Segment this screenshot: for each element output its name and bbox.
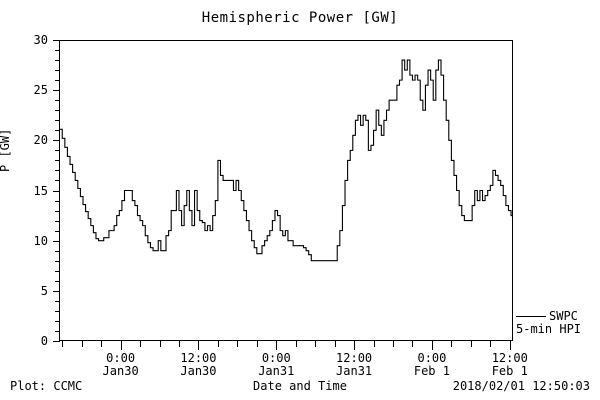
x-minor-tick-mark: [412, 341, 414, 347]
x-minor-tick-mark: [295, 341, 297, 347]
y-tick-label: 15: [33, 183, 48, 198]
y-minor-tick-mark: [55, 170, 60, 172]
x-minor-tick-mark: [217, 341, 219, 347]
x-minor-tick-mark: [470, 341, 472, 347]
y-minor-tick-mark: [55, 260, 60, 262]
x-minor-tick-mark: [101, 341, 103, 347]
x-tick-time: 12:00: [491, 351, 528, 365]
x-minor-tick-mark: [451, 341, 453, 347]
x-tick-label: 0:00 Jan30: [76, 352, 166, 378]
x-minor-tick-mark: [159, 341, 161, 347]
x-tick-mark: [120, 341, 122, 350]
y-minor-tick-mark: [55, 330, 60, 332]
y-tick-mark: [53, 290, 60, 292]
legend-entry-name: SWPC: [549, 309, 578, 323]
x-tick-mark: [354, 341, 356, 350]
y-minor-tick-mark: [55, 60, 60, 62]
y-minor-tick-mark: [55, 200, 60, 202]
y-tick-label: 10: [33, 233, 48, 248]
y-minor-tick-mark: [55, 270, 60, 272]
x-minor-tick-mark: [256, 341, 258, 347]
x-tick-date: Jan31: [336, 364, 373, 378]
x-tick-date: Feb 1: [491, 364, 528, 378]
x-tick-label: 12:00 Jan30: [153, 352, 243, 378]
x-minor-tick-mark: [490, 341, 492, 347]
x-tick-date: Jan30: [180, 364, 217, 378]
y-minor-tick-mark: [55, 100, 60, 102]
y-minor-tick-mark: [55, 300, 60, 302]
x-minor-tick-mark: [237, 341, 239, 347]
y-minor-tick-mark: [55, 250, 60, 252]
x-tick-date: Jan30: [102, 364, 139, 378]
x-tick-mark: [509, 341, 511, 350]
x-tick-label: 0:00 Jan31: [231, 352, 321, 378]
x-tick-time: 12:00: [180, 351, 217, 365]
y-minor-tick-mark: [55, 50, 60, 52]
legend-line-sample: [516, 316, 546, 317]
y-minor-tick-mark: [55, 320, 60, 322]
generation-timestamp: 2018/02/01 12:50:03: [452, 379, 590, 393]
y-tick-mark: [53, 341, 60, 342]
x-tick-label: 0:00 Feb 1: [387, 352, 477, 378]
legend-entry-sub: 5-min HPI: [516, 322, 582, 336]
chart-title: Hemispheric Power [GW]: [201, 10, 399, 26]
y-tick-mark: [53, 40, 60, 41]
x-minor-tick-mark: [140, 341, 142, 347]
plot-frame: [59, 40, 513, 341]
y-minor-tick-mark: [55, 280, 60, 282]
x-minor-tick-mark: [334, 341, 336, 347]
data-line-group: [59, 59, 513, 262]
x-minor-tick-mark: [373, 341, 375, 347]
y-tick-label: 25: [33, 83, 48, 98]
x-minor-tick-mark: [315, 341, 317, 347]
x-minor-tick-mark: [81, 341, 83, 347]
x-axis-label: Date and Time: [253, 379, 347, 393]
y-minor-tick-mark: [55, 220, 60, 222]
y-minor-tick-mark: [55, 310, 60, 312]
y-tick-label: 30: [33, 33, 48, 47]
x-minor-tick-mark: [393, 341, 394, 347]
y-tick-label: 20: [33, 133, 48, 148]
chart-plot-area: [59, 59, 513, 262]
y-minor-tick-mark: [55, 230, 60, 232]
x-tick-time: 0:00: [106, 351, 136, 365]
x-tick-mark: [431, 341, 433, 350]
y-minor-tick-mark: [55, 130, 60, 132]
y-minor-tick-mark: [55, 110, 60, 112]
x-tick-date: Jan31: [258, 364, 295, 378]
x-tick-label: 12:00 Feb 1: [465, 352, 555, 378]
x-tick-mark: [198, 341, 200, 350]
y-minor-tick-mark: [55, 160, 60, 162]
x-tick-mark: [276, 341, 278, 350]
y-minor-tick-mark: [55, 120, 60, 122]
x-minor-tick-mark: [62, 341, 64, 347]
x-tick-time: 0:00: [417, 351, 447, 365]
plot-credit: Plot: CCMC: [10, 379, 83, 393]
y-tick-label: 5: [40, 283, 48, 298]
x-tick-label: 12:00 Jan31: [309, 352, 399, 378]
y-tick-mark: [53, 240, 60, 242]
x-tick-time: 12:00: [336, 351, 373, 365]
y-minor-tick-mark: [55, 70, 60, 72]
y-tick-label: 0: [40, 334, 48, 348]
y-minor-tick-mark: [55, 180, 60, 182]
y-axis-label: P [GW]: [0, 128, 12, 172]
y-tick-mark: [53, 140, 60, 142]
y-tick-mark: [53, 190, 60, 192]
y-minor-tick-mark: [55, 80, 60, 82]
y-minor-tick-mark: [55, 210, 60, 212]
x-tick-time: 0:00: [261, 351, 291, 365]
x-minor-tick-mark: [178, 341, 180, 347]
y-tick-mark: [53, 90, 60, 92]
series-line-swpc: [59, 59, 513, 262]
x-tick-date: Feb 1: [413, 364, 450, 378]
y-minor-tick-mark: [55, 150, 60, 152]
